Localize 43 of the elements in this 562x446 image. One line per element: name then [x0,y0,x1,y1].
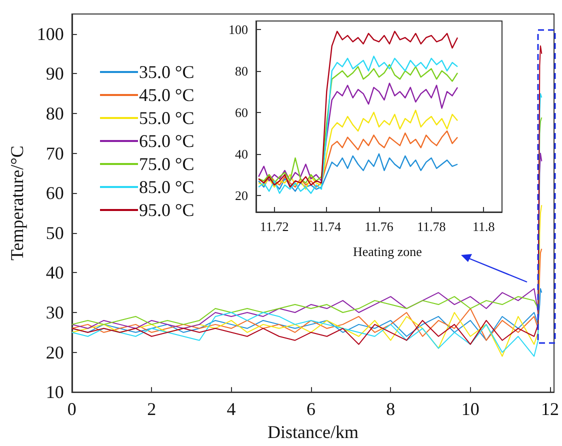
y-tick-label: 40 [235,146,248,162]
line-series [258,30,458,188]
x-tick-label: 11.78 [416,219,446,234]
legend-label: 75.0 °C [139,154,194,174]
y-tick-label: 90 [46,64,64,84]
y-tick-label: 20 [46,342,64,362]
line-series [71,248,542,341]
legend-label: 85.0 °C [139,177,194,197]
x-tick-label: 10 [461,399,480,420]
y-tick-label: 80 [235,63,248,78]
line-series [258,153,458,192]
y-tick-label: 10 [46,382,64,402]
x-tick-label: 2 [147,399,156,420]
line-series [71,45,542,345]
legend-label: 35.0 °C [139,62,194,82]
y-tick-label: 50 [46,222,64,243]
legend-label: 55.0 °C [139,108,194,128]
x-tick-label: 11.76 [364,219,394,234]
annotation: Heating zone [353,244,422,259]
y-axis-title: Temperature/°C [7,146,27,260]
y-tick-label: 70 [46,143,64,164]
x-tick-label: 11.72 [260,219,289,234]
line-series [258,82,458,182]
y-tick-label: 60 [235,104,248,120]
y-tick-label: 80 [46,104,64,124]
x-tick-label: 11.8 [472,219,495,234]
y-tick-label: 60 [46,183,64,204]
y-tick-label: 40 [46,262,64,283]
legend-label: 95.0 °C [139,200,194,220]
y-tick-label: 100 [228,22,248,37]
x-tick-label: 0 [67,399,76,420]
x-tick-label: 11.74 [312,219,342,234]
x-axis-title: Distance/km [267,422,358,442]
x-tick-label: 8 [386,399,396,420]
x-tick-label: 6 [306,399,316,420]
y-tick-label: 20 [235,188,248,203]
line-series [258,110,458,190]
legend-label: 45.0 °C [139,85,194,105]
y-tick-label: 30 [46,302,64,322]
x-tick-label: 4 [226,399,236,420]
x-tick-label: 12 [541,399,560,420]
y-tick-label: 100 [36,24,64,44]
legend-label: 65.0 °C [139,131,194,151]
